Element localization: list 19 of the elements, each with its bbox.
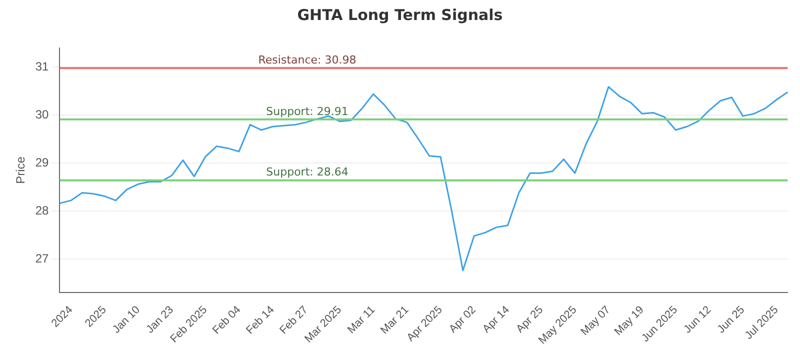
x-tick-label: Apr 02 [446, 304, 478, 336]
y-tick-label: 27 [35, 251, 50, 266]
ref-line-label: Support: 29.91 [266, 104, 348, 118]
x-tick-label: Mar 11 [345, 304, 378, 336]
x-tick-label: Jan 10 [110, 304, 142, 336]
ref-line-label: Resistance: 30.98 [258, 53, 356, 66]
chart-title: GHTA Long Term Signals [296, 5, 504, 26]
ref-line-label: Support: 28.64 [266, 166, 348, 179]
y-tick-label: 30 [35, 107, 50, 122]
y-tick-label: 29 [35, 155, 50, 170]
x-tick-label: Jun 25 [715, 304, 748, 336]
y-axis-title: Price [14, 156, 28, 184]
y-tick-label: 31 [35, 59, 50, 74]
x-tick-label: Apr 14 [480, 304, 512, 336]
x-tick-label: Feb 14 [244, 304, 277, 337]
x-tick-label: May 07 [578, 304, 613, 338]
x-tick-label: Feb 04 [210, 304, 244, 337]
y-tick-label: 28 [35, 203, 50, 218]
x-tick-label: Jun 12 [682, 304, 714, 336]
